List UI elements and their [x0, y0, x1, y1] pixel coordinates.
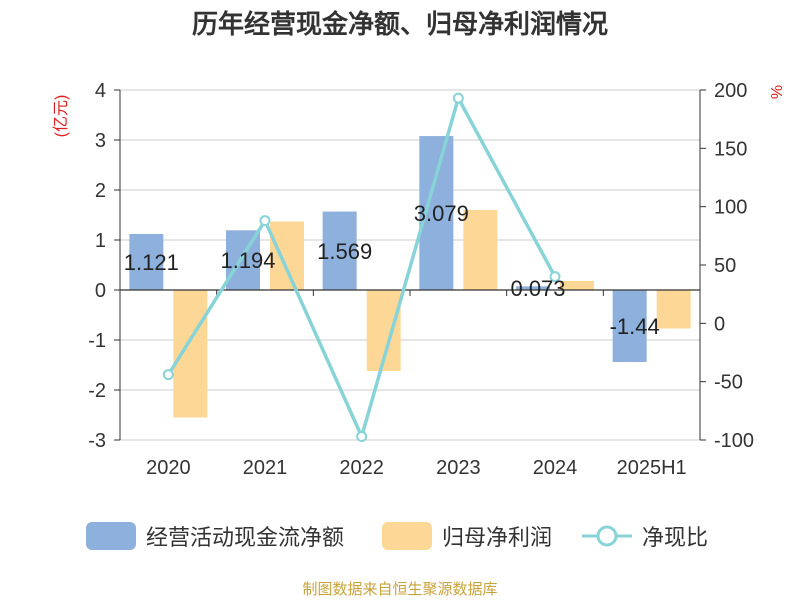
right-tick-label: -100	[714, 430, 754, 452]
ratio-point	[162, 369, 174, 381]
bar-series	[129, 136, 691, 418]
right-tick-label: -50	[714, 372, 743, 394]
legend-swatch-ratio	[582, 525, 632, 547]
source-note: 制图数据来自恒生聚源数据库	[302, 581, 498, 598]
legend-label-profit: 归母净利润	[442, 525, 553, 550]
bar-cash	[516, 286, 550, 290]
category-label: 2025H1	[617, 457, 687, 479]
ratio-line-series	[162, 92, 561, 442]
legend-item-cash[interactable]: 经营活动现金流净额	[86, 518, 344, 554]
right-tick-label: 200	[714, 80, 747, 102]
data-label-cash: 1.569	[317, 239, 372, 264]
data-labels: 1.121 1.194 1.569 3.079 0.073 -1.44	[124, 201, 660, 339]
ratio-point	[356, 431, 368, 442]
ratio-point	[452, 92, 464, 104]
chart-title: 历年经营现金净额、归母净利润情况	[191, 9, 608, 39]
legend-swatch-cash	[86, 522, 136, 550]
left-tick-label: 1	[95, 230, 106, 252]
bar-profit	[173, 290, 208, 418]
right-tick-label: 150	[714, 138, 747, 160]
ratio-point	[259, 215, 271, 227]
left-tick-label: -1	[88, 330, 106, 352]
data-label-cash: 3.079	[414, 201, 469, 226]
data-label-cash: 0.073	[510, 276, 565, 301]
left-tick-label: 3	[95, 130, 106, 152]
data-label-cash: -1.44	[610, 314, 660, 339]
right-tick-label: 0	[714, 313, 725, 335]
left-tick-label: -2	[88, 380, 106, 402]
legend-item-ratio[interactable]: 净现比	[582, 518, 708, 554]
legend-swatch-profit	[382, 522, 432, 550]
right-tick-label: 50	[714, 255, 736, 277]
category-label: 2021	[243, 457, 288, 479]
category-label: 2020	[146, 457, 191, 479]
bar-profit	[463, 210, 498, 290]
bar-cash	[322, 211, 357, 290]
ratio-point	[549, 271, 561, 283]
data-label-cash: 1.121	[124, 250, 179, 275]
category-label: 2022	[339, 457, 384, 479]
left-axis-unit: (亿元)	[52, 95, 70, 138]
legend-item-profit[interactable]: 归母净利润	[382, 518, 552, 554]
category-label: 2023	[436, 457, 481, 479]
bar-profit	[270, 221, 304, 290]
grid-lines	[120, 89, 700, 441]
bar-profit	[656, 290, 691, 329]
data-label-cash: 1.194	[220, 248, 275, 273]
left-tick-label: -3	[88, 430, 106, 452]
legend-label-cash: 经营活动现金流净额	[146, 525, 345, 550]
axes: 4 3 2 1 0 -1 -2 -3 200 150 100 50 0 -50 -100 2020 2021 20…	[88, 80, 754, 479]
left-tick-label: 2	[95, 180, 106, 202]
bar-cash	[129, 233, 164, 290]
legend-label-ratio: 净现比	[642, 525, 709, 550]
bar-cash	[612, 290, 647, 362]
right-tick-label: 100	[714, 197, 747, 219]
legend: 经营活动现金流净额 归母净利润 净现比	[0, 518, 800, 554]
right-axis-unit: %	[769, 85, 786, 99]
left-tick-label: 0	[95, 280, 106, 302]
left-tick-label: 4	[95, 80, 106, 102]
bar-profit	[560, 281, 594, 290]
category-label: 2024	[533, 457, 578, 479]
